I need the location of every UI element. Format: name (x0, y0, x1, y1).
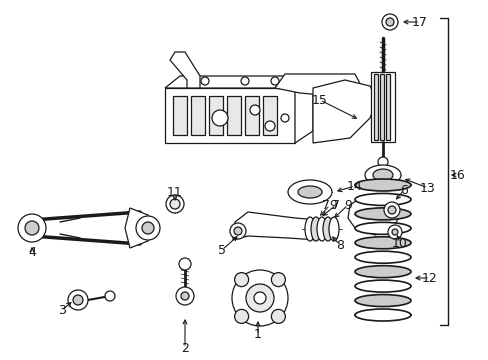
Circle shape (170, 199, 180, 209)
Ellipse shape (328, 217, 338, 241)
Text: 7: 7 (331, 198, 339, 212)
FancyBboxPatch shape (173, 96, 186, 135)
Polygon shape (125, 208, 155, 248)
Text: 1: 1 (254, 328, 262, 342)
Ellipse shape (354, 280, 410, 292)
Polygon shape (164, 76, 312, 88)
FancyBboxPatch shape (208, 96, 223, 135)
Ellipse shape (354, 208, 410, 220)
Circle shape (73, 295, 83, 305)
Circle shape (385, 18, 393, 26)
Ellipse shape (354, 294, 410, 307)
Ellipse shape (354, 222, 410, 234)
Text: 13: 13 (419, 181, 435, 194)
Circle shape (105, 291, 115, 301)
Circle shape (165, 195, 183, 213)
Text: 79: 79 (322, 198, 337, 212)
Circle shape (391, 229, 397, 235)
Circle shape (264, 121, 274, 131)
FancyBboxPatch shape (263, 96, 276, 135)
Ellipse shape (354, 237, 410, 249)
Circle shape (231, 270, 287, 326)
Polygon shape (312, 80, 376, 143)
Circle shape (234, 273, 248, 287)
Circle shape (281, 114, 288, 122)
Ellipse shape (310, 217, 320, 241)
Text: 12: 12 (421, 271, 437, 284)
Polygon shape (170, 52, 200, 88)
Ellipse shape (323, 217, 332, 241)
Ellipse shape (316, 217, 326, 241)
Circle shape (229, 223, 245, 239)
Circle shape (249, 105, 260, 115)
Circle shape (25, 221, 39, 235)
Circle shape (271, 273, 285, 287)
Text: 14: 14 (346, 180, 362, 193)
Polygon shape (274, 74, 364, 98)
Ellipse shape (354, 179, 410, 191)
FancyBboxPatch shape (164, 88, 294, 143)
Ellipse shape (354, 251, 410, 263)
Ellipse shape (364, 165, 400, 185)
Circle shape (212, 110, 227, 126)
Ellipse shape (297, 186, 321, 198)
Circle shape (234, 309, 248, 323)
Circle shape (18, 214, 46, 242)
FancyBboxPatch shape (226, 96, 241, 135)
FancyBboxPatch shape (379, 74, 383, 140)
Circle shape (245, 284, 273, 312)
Circle shape (179, 258, 191, 270)
Circle shape (136, 216, 160, 240)
Polygon shape (232, 212, 325, 240)
Text: 15: 15 (311, 94, 327, 107)
Text: 11: 11 (167, 185, 183, 198)
Circle shape (387, 206, 395, 214)
Ellipse shape (354, 193, 410, 206)
Circle shape (176, 287, 194, 305)
Ellipse shape (305, 217, 314, 241)
Circle shape (234, 227, 242, 235)
Text: 10: 10 (391, 237, 407, 249)
Text: 6: 6 (399, 184, 407, 197)
Ellipse shape (354, 309, 410, 321)
Circle shape (271, 309, 285, 323)
FancyBboxPatch shape (385, 74, 389, 140)
Text: 2: 2 (181, 342, 188, 355)
FancyBboxPatch shape (370, 72, 394, 142)
Text: 4: 4 (28, 246, 36, 258)
Circle shape (68, 290, 88, 310)
Text: 5: 5 (218, 243, 225, 257)
FancyBboxPatch shape (373, 74, 377, 140)
Polygon shape (347, 195, 399, 235)
Text: 16: 16 (449, 168, 465, 181)
Circle shape (181, 292, 189, 300)
Circle shape (377, 157, 387, 167)
Circle shape (253, 292, 265, 304)
Text: 3: 3 (58, 303, 66, 316)
Ellipse shape (354, 266, 410, 278)
Text: 17: 17 (411, 15, 427, 28)
Text: 9: 9 (344, 198, 351, 212)
Circle shape (381, 14, 397, 30)
FancyBboxPatch shape (191, 96, 204, 135)
Polygon shape (294, 76, 312, 143)
Ellipse shape (287, 180, 331, 204)
Circle shape (201, 77, 208, 85)
Circle shape (387, 225, 401, 239)
Circle shape (241, 77, 248, 85)
FancyBboxPatch shape (244, 96, 259, 135)
Ellipse shape (372, 169, 392, 181)
Text: 8: 8 (335, 239, 343, 252)
Circle shape (383, 202, 399, 218)
Circle shape (142, 222, 154, 234)
Circle shape (270, 77, 279, 85)
